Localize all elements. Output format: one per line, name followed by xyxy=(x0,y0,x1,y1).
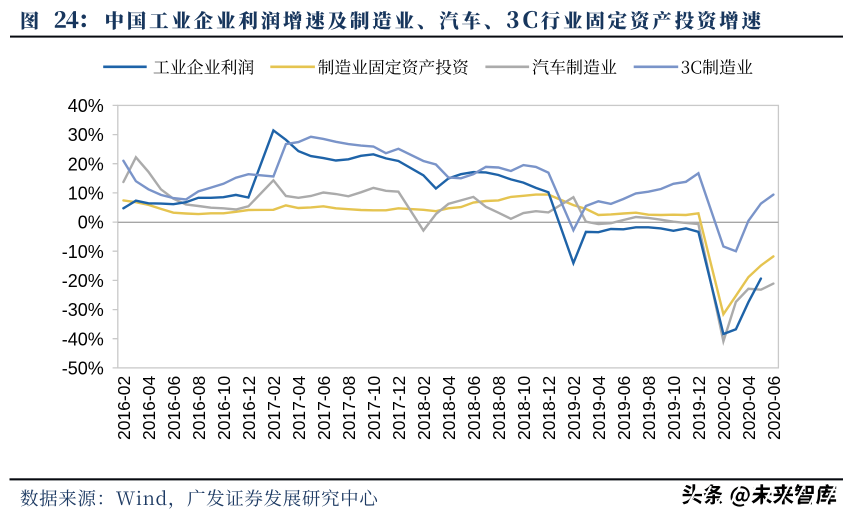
svg-text:-30%: -30% xyxy=(62,300,104,320)
svg-text:2016-10: 2016-10 xyxy=(214,376,234,440)
svg-text:2018-12: 2018-12 xyxy=(539,376,559,440)
svg-text:2017-08: 2017-08 xyxy=(339,376,359,440)
svg-text:2017-06: 2017-06 xyxy=(314,376,334,440)
svg-text:2020-04: 2020-04 xyxy=(739,376,759,440)
svg-text:0%: 0% xyxy=(78,213,104,233)
svg-text:2019-02: 2019-02 xyxy=(564,376,584,440)
svg-text:2019-04: 2019-04 xyxy=(589,376,609,440)
svg-text:2019-08: 2019-08 xyxy=(639,376,659,440)
svg-text:2016-12: 2016-12 xyxy=(239,376,259,440)
svg-text:40%: 40% xyxy=(68,96,104,116)
svg-text:2019-12: 2019-12 xyxy=(689,376,709,440)
svg-text:2016-06: 2016-06 xyxy=(164,376,184,440)
svg-text:30%: 30% xyxy=(68,125,104,145)
svg-text:2018-10: 2018-10 xyxy=(514,376,534,440)
svg-text:2019-10: 2019-10 xyxy=(664,376,684,440)
svg-text:2016-08: 2016-08 xyxy=(189,376,209,440)
svg-text:2017-10: 2017-10 xyxy=(364,376,384,440)
svg-text:-20%: -20% xyxy=(62,271,104,291)
svg-text:2017-12: 2017-12 xyxy=(389,376,409,440)
svg-text:2020-02: 2020-02 xyxy=(714,376,734,440)
svg-text:2018-08: 2018-08 xyxy=(489,376,509,440)
svg-text:-40%: -40% xyxy=(62,329,104,349)
svg-text:-50%: -50% xyxy=(62,359,104,379)
svg-text:2016-04: 2016-04 xyxy=(139,376,159,440)
svg-text:2018-02: 2018-02 xyxy=(414,376,434,440)
svg-text:10%: 10% xyxy=(68,184,104,204)
svg-text:2016-02: 2016-02 xyxy=(114,376,134,440)
svg-text:2017-04: 2017-04 xyxy=(289,376,309,440)
svg-text:2020-06: 2020-06 xyxy=(764,376,784,440)
svg-text:-10%: -10% xyxy=(62,242,104,262)
svg-text:2018-04: 2018-04 xyxy=(439,376,459,440)
svg-text:20%: 20% xyxy=(68,154,104,174)
svg-text:2019-06: 2019-06 xyxy=(614,376,634,440)
svg-text:2017-02: 2017-02 xyxy=(264,376,284,440)
svg-text:2018-06: 2018-06 xyxy=(464,376,484,440)
